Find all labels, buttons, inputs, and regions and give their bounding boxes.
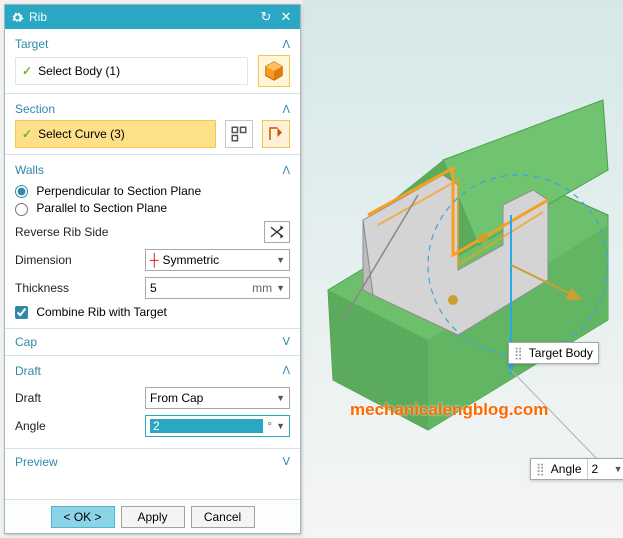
- chevron-down-icon[interactable]: ᐯ: [282, 335, 290, 348]
- draft-heading: Draft: [15, 364, 282, 378]
- angle-label: Angle: [15, 419, 145, 433]
- target-body-label: Target Body: [529, 346, 593, 360]
- sketch-section-button[interactable]: [225, 120, 253, 148]
- ok-button[interactable]: < OK >: [51, 506, 115, 528]
- chevron-down-icon[interactable]: ᐯ: [282, 455, 290, 468]
- cap-heading: Cap: [15, 335, 282, 349]
- select-curve-row[interactable]: ✓ Select Curve (3): [15, 120, 216, 148]
- select-curve-label: Select Curve (3): [38, 127, 125, 141]
- section-walls: Walls ᐱ Perpendicular to Section Plane P…: [5, 155, 300, 329]
- chevron-down-icon[interactable]: ▼: [276, 255, 285, 265]
- radio-para-input[interactable]: [15, 203, 28, 216]
- angle-unit: °: [267, 419, 272, 433]
- dialog-title: Rib: [29, 10, 256, 24]
- dimension-value: Symmetric: [163, 253, 277, 267]
- dialog-button-bar: < OK > Apply Cancel: [5, 499, 300, 533]
- section-draft: Draft ᐱ Draft From Cap ▼ Angle 2 ° ▼: [5, 356, 300, 449]
- radio-para-label: Parallel to Section Plane: [36, 201, 167, 215]
- radio-parallel[interactable]: Parallel to Section Plane: [15, 201, 167, 215]
- chevron-down-icon[interactable]: ▼: [276, 283, 285, 293]
- chevron-up-icon[interactable]: ᐱ: [282, 38, 290, 51]
- body-cube-button[interactable]: [258, 55, 290, 87]
- section-target: Target ᐱ ✓ Select Body (1): [5, 29, 300, 94]
- radio-perp-label: Perpendicular to Section Plane: [36, 184, 201, 198]
- select-body-label: Select Body (1): [38, 64, 120, 78]
- target-body-popout[interactable]: ⣿ Target Body: [508, 342, 599, 364]
- angle-popout[interactable]: ⣿ Angle 2 ▼: [530, 458, 623, 480]
- check-icon: ✓: [22, 127, 32, 141]
- target-heading: Target: [15, 37, 282, 51]
- combine-rib-input[interactable]: [15, 306, 28, 319]
- grip-icon: ⣿: [514, 346, 522, 360]
- grip-icon: ⣿: [536, 462, 544, 476]
- draft-value: From Cap: [150, 391, 276, 405]
- angle-popout-value[interactable]: 2: [592, 462, 614, 476]
- select-body-row[interactable]: ✓ Select Body (1): [15, 57, 248, 85]
- gear-icon[interactable]: [11, 11, 24, 24]
- rib-dialog: Rib ↻ ✕ Target ᐱ ✓ Select Body (1) Secti…: [4, 4, 301, 534]
- thickness-unit: mm: [252, 281, 272, 295]
- close-button[interactable]: ✕: [276, 9, 296, 25]
- check-icon: ✓: [22, 64, 32, 78]
- reverse-rib-label: Reverse Rib Side: [15, 225, 264, 239]
- cancel-label: Cancel: [204, 510, 241, 524]
- dimension-dropdown[interactable]: ┼ Symmetric ▼: [145, 249, 290, 271]
- radio-perpendicular[interactable]: Perpendicular to Section Plane: [15, 184, 201, 198]
- walls-heading: Walls: [15, 163, 282, 177]
- watermark-text: mechanicalengblog.com: [350, 400, 548, 420]
- chevron-down-icon[interactable]: ▼: [614, 464, 623, 474]
- ok-label: < OK >: [63, 510, 101, 524]
- thickness-value[interactable]: 5: [150, 281, 248, 295]
- symmetric-icon: ┼: [150, 253, 159, 267]
- apply-label: Apply: [137, 510, 167, 524]
- chevron-up-icon[interactable]: ᐱ: [282, 103, 290, 116]
- radio-perp-input[interactable]: [15, 185, 28, 198]
- curve-section-button[interactable]: [262, 120, 290, 148]
- section-section: Section ᐱ ✓ Select Curve (3): [5, 94, 300, 155]
- section-preview: Preview ᐯ: [5, 449, 300, 475]
- chevron-up-icon[interactable]: ᐱ: [282, 364, 290, 377]
- dimension-label: Dimension: [15, 253, 145, 267]
- angle-input[interactable]: 2 ° ▼: [145, 415, 290, 437]
- thickness-label: Thickness: [15, 281, 145, 295]
- chevron-up-icon[interactable]: ᐱ: [282, 164, 290, 177]
- chevron-down-icon[interactable]: ▼: [276, 421, 285, 431]
- apply-button[interactable]: Apply: [121, 506, 185, 528]
- combine-rib-label: Combine Rib with Target: [36, 305, 167, 319]
- cancel-button[interactable]: Cancel: [191, 506, 255, 528]
- reverse-rib-button[interactable]: [264, 221, 290, 243]
- angle-value[interactable]: 2: [150, 419, 263, 433]
- draft-dropdown[interactable]: From Cap ▼: [145, 387, 290, 409]
- angle-popout-label: Angle: [551, 462, 582, 476]
- thickness-input[interactable]: 5 mm ▼: [145, 277, 290, 299]
- dialog-titlebar: Rib ↻ ✕: [5, 5, 300, 29]
- combine-rib-checkbox[interactable]: Combine Rib with Target: [15, 305, 167, 319]
- chevron-down-icon[interactable]: ▼: [276, 393, 285, 403]
- refresh-button[interactable]: ↻: [256, 9, 276, 25]
- preview-heading: Preview: [15, 455, 282, 469]
- section-heading: Section: [15, 102, 282, 116]
- draft-from-label: Draft: [15, 391, 145, 405]
- section-cap: Cap ᐯ: [5, 329, 300, 356]
